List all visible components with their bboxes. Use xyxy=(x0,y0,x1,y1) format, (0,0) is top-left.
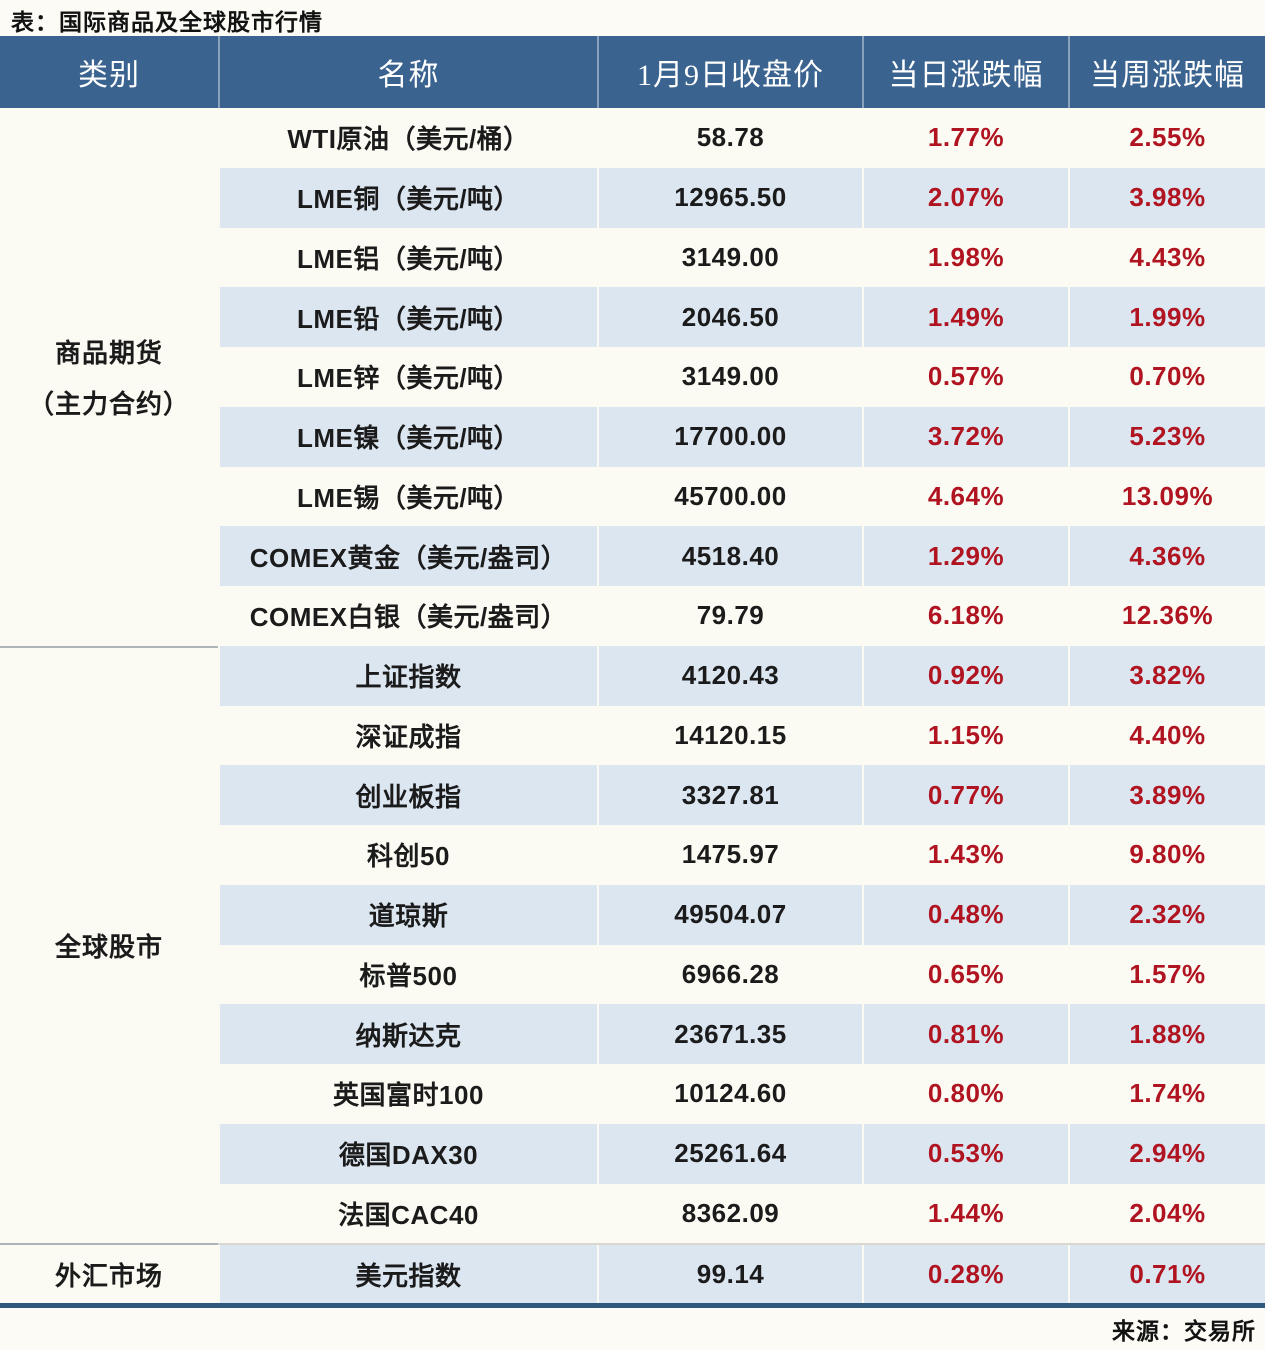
header-name: 名称 xyxy=(218,36,597,108)
category-sublabel: （主力合约） xyxy=(27,388,190,419)
close-cell: 12965.50 xyxy=(597,167,862,228)
week-change-cell: 4.43% xyxy=(1068,227,1265,288)
day-change-cell: 1.44% xyxy=(862,1183,1068,1244)
day-change-cell: 1.29% xyxy=(862,526,1068,586)
table-body: 商品期货 （主力合约） 全球股市 外汇市场 WTI原油（美元/桶） 58.78 … xyxy=(0,108,1265,1303)
week-change-cell: 0.71% xyxy=(1068,1245,1265,1303)
day-change-cell: 3.72% xyxy=(862,406,1068,467)
name-cell: 科创50 xyxy=(218,825,597,885)
day-change-cell: 1.98% xyxy=(862,227,1068,288)
name-cell: 英国富时100 xyxy=(218,1064,597,1124)
week-change-cell: 4.40% xyxy=(1068,705,1265,766)
name-cell: LME锡（美元/吨） xyxy=(218,466,597,527)
day-change-cell: 1.77% xyxy=(862,108,1068,168)
week-change-cell: 0.70% xyxy=(1068,347,1265,407)
category-label: 外汇市场 xyxy=(54,1260,163,1291)
name-cell: 纳斯达克 xyxy=(218,1004,597,1064)
close-cell: 23671.35 xyxy=(597,1004,862,1064)
name-cell: LME镍（美元/吨） xyxy=(218,406,597,467)
header-category: 类别 xyxy=(78,59,140,92)
name-cell: LME铅（美元/吨） xyxy=(218,287,597,347)
close-cell: 1475.97 xyxy=(597,825,862,885)
category-cell-global-stocks: 全球股市 xyxy=(0,645,218,1244)
day-change-cell: 1.15% xyxy=(862,705,1068,766)
week-change-cell: 4.36% xyxy=(1068,526,1265,586)
table-header-row: 类别 名称 1月9日收盘价 当日涨跌幅 当周涨跌幅 xyxy=(0,36,1265,108)
category-label: 商品期货 xyxy=(54,337,163,368)
close-cell: 10124.60 xyxy=(597,1064,862,1124)
category-cell-commodity-futures: 商品期货 （主力合约） xyxy=(0,108,218,646)
day-change-cell: 0.80% xyxy=(862,1064,1068,1124)
week-change-cell: 9.80% xyxy=(1068,825,1265,885)
category-label: 全球股市 xyxy=(54,932,163,962)
close-cell: 4120.43 xyxy=(597,645,862,706)
close-cell: 79.79 xyxy=(597,586,862,646)
week-change-cell: 2.94% xyxy=(1068,1123,1265,1184)
name-cell: 创业板指 xyxy=(218,765,597,825)
week-change-cell: 5.23% xyxy=(1068,406,1265,467)
day-change-cell: 0.53% xyxy=(862,1123,1068,1184)
header-close-price: 1月9日收盘价 xyxy=(597,36,862,108)
week-change-cell: 1.57% xyxy=(1068,944,1265,1005)
day-change-cell: 0.77% xyxy=(862,765,1068,825)
day-change-cell: 1.43% xyxy=(862,825,1068,885)
close-cell: 8362.09 xyxy=(597,1183,862,1244)
day-change-cell: 0.28% xyxy=(862,1245,1068,1303)
day-change-cell: 0.57% xyxy=(862,347,1068,407)
close-cell: 49504.07 xyxy=(597,884,862,945)
week-change-cell: 2.04% xyxy=(1068,1183,1265,1244)
day-change-cell: 1.49% xyxy=(862,287,1068,347)
name-cell: COMEX白银（美元/盎司） xyxy=(218,586,597,646)
day-change-cell: 0.65% xyxy=(862,944,1068,1005)
page-title: 表：国际商品及全球股市行情 xyxy=(11,9,323,35)
close-cell: 17700.00 xyxy=(597,406,862,467)
close-cell: 3149.00 xyxy=(597,227,862,288)
day-change-cell: 6.18% xyxy=(862,586,1068,646)
close-cell: 45700.00 xyxy=(597,466,862,527)
week-change-cell: 13.09% xyxy=(1068,466,1265,527)
close-cell: 14120.15 xyxy=(597,705,862,766)
close-cell: 99.14 xyxy=(597,1245,862,1303)
name-cell: 法国CAC40 xyxy=(218,1183,597,1244)
close-cell: 25261.64 xyxy=(597,1123,862,1184)
name-cell: 上证指数 xyxy=(218,645,597,706)
week-change-cell: 2.32% xyxy=(1068,884,1265,945)
day-change-cell: 0.92% xyxy=(862,645,1068,706)
header-day-change: 当日涨跌幅 xyxy=(862,36,1068,108)
week-change-cell: 3.98% xyxy=(1068,167,1265,228)
close-cell: 4518.40 xyxy=(597,526,862,586)
name-cell: 美元指数 xyxy=(218,1245,597,1303)
close-cell: 6966.28 xyxy=(597,944,862,1005)
close-cell: 3149.00 xyxy=(597,347,862,407)
week-change-cell: 1.88% xyxy=(1068,1004,1265,1064)
close-cell: 3327.81 xyxy=(597,765,862,825)
close-cell: 58.78 xyxy=(597,108,862,168)
week-change-cell: 12.36% xyxy=(1068,586,1265,646)
name-cell: 深证成指 xyxy=(218,705,597,766)
name-cell: 德国DAX30 xyxy=(218,1123,597,1184)
name-cell: LME铜（美元/吨） xyxy=(218,167,597,228)
week-change-cell: 3.82% xyxy=(1068,645,1265,706)
name-cell: WTI原油（美元/桶） xyxy=(218,108,597,168)
day-change-cell: 2.07% xyxy=(862,167,1068,228)
close-cell: 2046.50 xyxy=(597,287,862,347)
name-cell: COMEX黄金（美元/盎司） xyxy=(218,526,597,586)
week-change-cell: 1.74% xyxy=(1068,1064,1265,1124)
source-note: 来源：交易所 xyxy=(1112,1318,1256,1344)
market-table: 类别 名称 1月9日收盘价 当日涨跌幅 当周涨跌幅 商品期货 （主力合约） 全球… xyxy=(0,36,1265,1308)
header-week-change: 当周涨跌幅 xyxy=(1068,36,1265,108)
day-change-cell: 0.81% xyxy=(862,1004,1068,1064)
day-change-cell: 4.64% xyxy=(862,466,1068,527)
name-cell: 标普500 xyxy=(218,944,597,1005)
week-change-cell: 3.89% xyxy=(1068,765,1265,825)
name-cell: LME锌（美元/吨） xyxy=(218,347,597,407)
week-change-cell: 1.99% xyxy=(1068,287,1265,347)
week-change-cell: 2.55% xyxy=(1068,108,1265,168)
name-cell: 道琼斯 xyxy=(218,884,597,945)
day-change-cell: 0.48% xyxy=(862,884,1068,945)
name-cell: LME铝（美元/吨） xyxy=(218,227,597,288)
category-cell-fx-market: 外汇市场 xyxy=(0,1243,218,1303)
